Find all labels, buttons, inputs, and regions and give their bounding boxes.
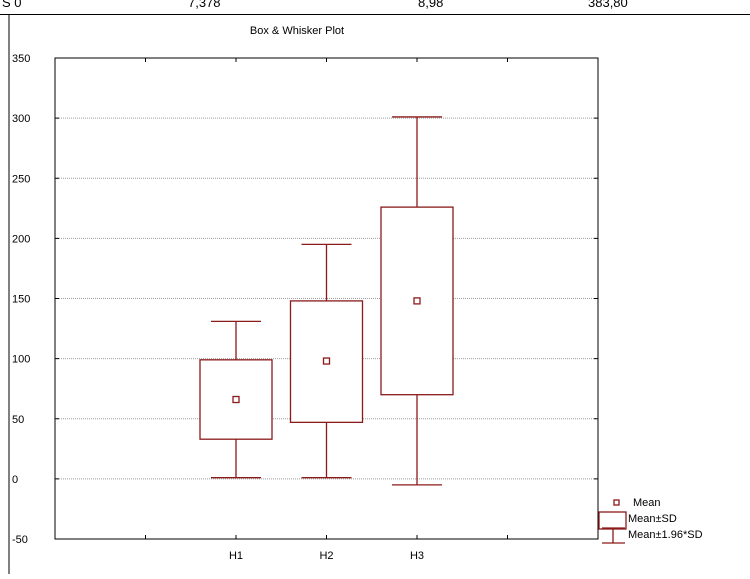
table-cell: 8,98 [418,0,444,10]
y-tick-label: 150 [12,294,30,306]
mean-marker [322,357,331,365]
y-tick-label: 250 [12,173,30,185]
x-tick-label: H2 [319,550,333,562]
legend-entry-mean: Mean [633,497,661,509]
y-tick-label: 350 [12,53,30,65]
legend-entry-whisker: Mean±1.96*SD [628,529,703,541]
y-tick-label: 0 [12,474,18,486]
y-tick-label: 50 [12,414,24,426]
mean-marker [232,395,240,404]
y-tick-label: 300 [12,113,30,125]
grid-lines [55,117,598,480]
x-tick-label: H1 [229,550,243,562]
chart-title: Box & Whisker Plot [250,25,344,37]
table-cell: S 0 [2,0,22,10]
table-fragment-row: S 0 7,378 8,98 383,80 [0,0,750,14]
y-axis: -50 0 50 100 150 200 250 300 350 [12,53,598,546]
x-tick-label: H3 [410,550,424,562]
legend-entry-sd: Mean±SD [628,513,677,525]
x-axis: H1 H2 H3 [145,58,508,562]
table-cell: 383,80 [588,0,628,10]
box-series [199,116,454,486]
mean-marker [413,297,421,305]
legend-mean-marker [613,499,620,506]
legend: Mean Mean±SD Mean±1.96*SD [598,497,703,544]
legend-box-marker [598,511,627,530]
table-cell: 7,378 [188,0,221,10]
y-tick-label: 100 [12,354,30,366]
y-tick-label: 200 [12,233,30,245]
y-tick-label: -50 [12,534,28,546]
